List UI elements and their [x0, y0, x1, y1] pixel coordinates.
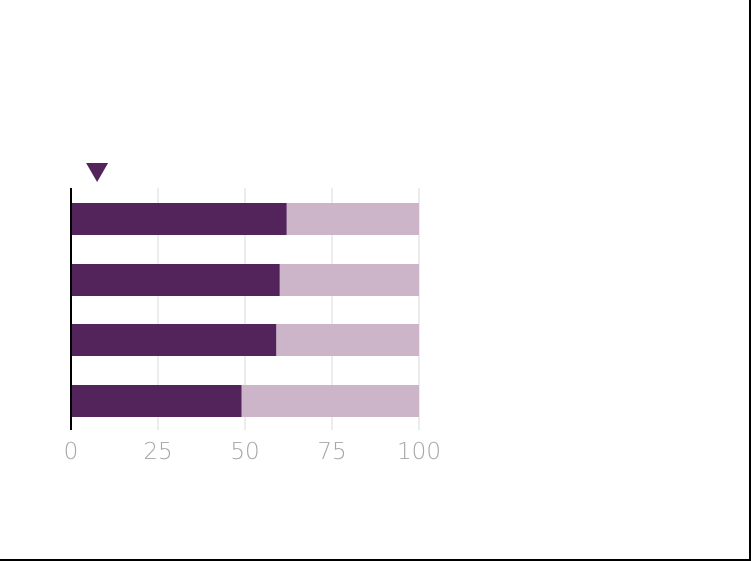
- bar-segment-row2-series1: [71, 264, 280, 296]
- marker-triangle: [86, 163, 109, 182]
- x-tick-label-25: 25: [143, 439, 172, 465]
- x-tick-label-100: 100: [397, 439, 441, 465]
- x-tick-label-50: 50: [230, 439, 259, 465]
- bar-segment-row3-series2: [276, 324, 419, 356]
- bar-segment-row1-series2: [286, 203, 419, 235]
- bar-segment-row4-series1: [71, 385, 242, 417]
- bar-segment-row1-series1: [71, 203, 287, 235]
- x-tick-labels: 0 25 50 75 100: [64, 439, 441, 465]
- bar-segment-row2-series2: [279, 264, 419, 296]
- x-tick-label-75: 75: [317, 439, 346, 465]
- bar-segment-row4-series2: [241, 385, 419, 417]
- x-tick-label-0: 0: [64, 439, 79, 465]
- marker: [86, 163, 109, 182]
- bars: [71, 203, 419, 417]
- bar-segment-row3-series1: [71, 324, 277, 356]
